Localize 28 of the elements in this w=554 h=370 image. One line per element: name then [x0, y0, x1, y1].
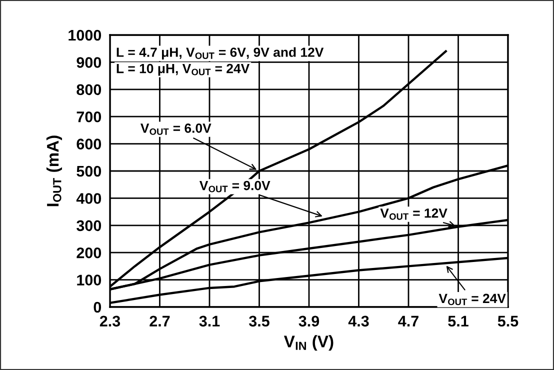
x-tick-label: 3.1 [199, 316, 220, 327]
y-tick-label: 300 [76, 220, 102, 232]
y-tick-label: 200 [76, 247, 102, 258]
x-tick-label: 3.5 [248, 316, 270, 327]
annotation: V$_{OUT}$ = 9.0V [199, 180, 270, 192]
annotation: V$_{OUT}$ = 24V [438, 294, 506, 306]
annotation: L = 4.7 μH, V$_{OUT}$ = 6V, 9V and 12V [116, 47, 324, 60]
annotation: V$_{OUT}$ = 6.0V [140, 124, 212, 135]
y-tick-label: 400 [76, 193, 102, 204]
y-tick-label: 100 [77, 274, 102, 286]
y-tick-label: 700 [76, 111, 102, 122]
y-tick-label: 900 [76, 57, 102, 68]
y-tick-label: 0 [94, 302, 102, 313]
x-tick-label: 2.7 [150, 316, 170, 326]
y-tick-label: 600 [76, 138, 102, 150]
x-tick-label: 4.7 [398, 316, 418, 326]
y-tick-label: 1000 [68, 30, 102, 41]
y-tick-label: 800 [76, 84, 102, 96]
x-tick-label: 4.3 [348, 316, 369, 327]
x-axis-title: V$_{IN}$ (V) [284, 335, 334, 351]
x-tick-label: 5.1 [448, 316, 468, 327]
x-tick-label: 2.3 [100, 316, 120, 327]
x-tick-label: 3.9 [298, 316, 320, 327]
y-tick-label: 500 [76, 166, 102, 177]
x-tick-label: 5.5 [498, 316, 518, 327]
annotation: L = 10 μH, V$_{OUT}$ = 24V [116, 64, 250, 76]
y-axis-title: I$_{OUT}$ (mA) [46, 136, 62, 206]
annotation: V$_{OUT}$ = 12V [380, 208, 448, 220]
